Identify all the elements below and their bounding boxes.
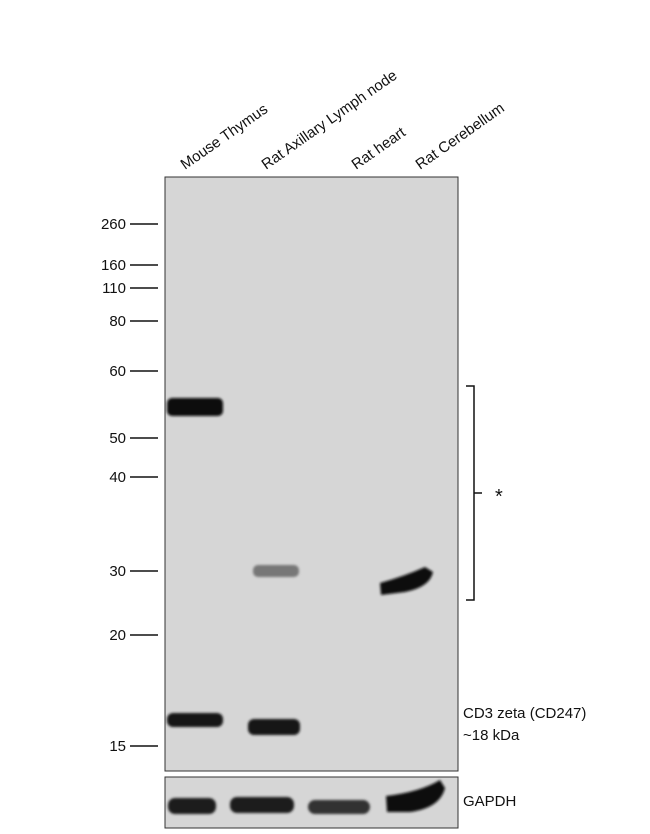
marker-label: 50 xyxy=(109,430,126,447)
marker-label: 30 xyxy=(109,563,126,580)
band xyxy=(386,780,445,812)
marker-label: 80 xyxy=(109,313,126,330)
band xyxy=(167,398,223,416)
lane-label: Mouse Thymus xyxy=(178,101,272,174)
marker-ladder: 260 160 110 80 60 50 40 30 20 15 xyxy=(101,216,158,755)
bracket xyxy=(466,385,482,601)
band xyxy=(248,719,300,735)
target-label: CD3 zeta (CD247) xyxy=(463,705,586,722)
marker-label: 40 xyxy=(109,469,126,486)
band xyxy=(167,713,223,727)
marker-label: 260 xyxy=(101,216,126,233)
marker-label: 20 xyxy=(109,627,126,644)
asterisk: * xyxy=(495,486,503,508)
marker-label: 15 xyxy=(109,738,126,755)
size-label: ~18 kDa xyxy=(463,727,520,744)
band xyxy=(230,797,294,813)
bands xyxy=(167,398,445,814)
blot-membrane xyxy=(164,176,459,772)
lane-label: Rat Cerebellum xyxy=(413,100,508,174)
band xyxy=(308,800,370,814)
lane-label: Rat heart xyxy=(349,123,410,173)
marker-label: 110 xyxy=(102,280,126,297)
band xyxy=(380,567,433,595)
marker-label: 160 xyxy=(101,257,126,274)
band xyxy=(168,798,216,814)
loading-control-label: GAPDH xyxy=(463,793,516,810)
marker-label: 60 xyxy=(109,363,126,380)
band xyxy=(253,565,299,577)
